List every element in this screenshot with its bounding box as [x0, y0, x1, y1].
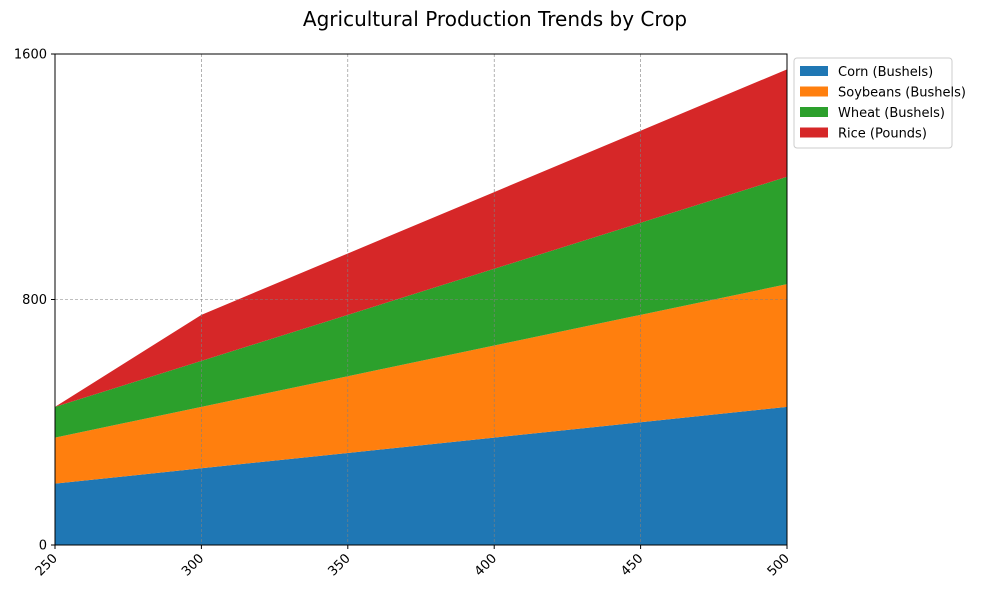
- x-tick-label: 500: [765, 551, 793, 579]
- y-tick-label: 800: [22, 293, 47, 308]
- legend-label: Wheat (Bushels): [838, 106, 945, 121]
- y-axis: 0 800 1600: [14, 48, 55, 554]
- x-tick-label: 250: [33, 551, 61, 579]
- y-tick-label: 0: [39, 539, 47, 554]
- x-tick-label: 300: [179, 551, 207, 579]
- y-tick-label: 1600: [14, 48, 47, 63]
- area-series-1: [55, 284, 787, 484]
- area-series-3: [55, 69, 787, 407]
- legend-swatch: [800, 127, 828, 138]
- areas-layer: [55, 69, 787, 545]
- x-tick-label: 350: [325, 551, 353, 579]
- legend-swatch: [800, 86, 828, 97]
- legend-box: [793, 57, 953, 149]
- legend-label: Soybeans (Bushels): [838, 86, 966, 101]
- chart-title: Agricultural Production Trends by Crop: [303, 7, 687, 31]
- x-tick-label: 450: [618, 551, 646, 579]
- legend-label: Rice (Pounds): [838, 127, 927, 142]
- legend-label: Corn (Bushels): [838, 65, 933, 80]
- x-tick-label: 400: [472, 551, 500, 579]
- legend-swatch: [800, 107, 828, 117]
- legend-swatch: [800, 66, 828, 76]
- legend: Corn (Bushels) Soybeans (Bushels) Wheat (B…: [793, 57, 966, 149]
- area-series-2: [55, 176, 787, 438]
- area-series-0: [55, 406, 787, 545]
- x-axis: 250 300 350 400 450 500: [33, 545, 793, 579]
